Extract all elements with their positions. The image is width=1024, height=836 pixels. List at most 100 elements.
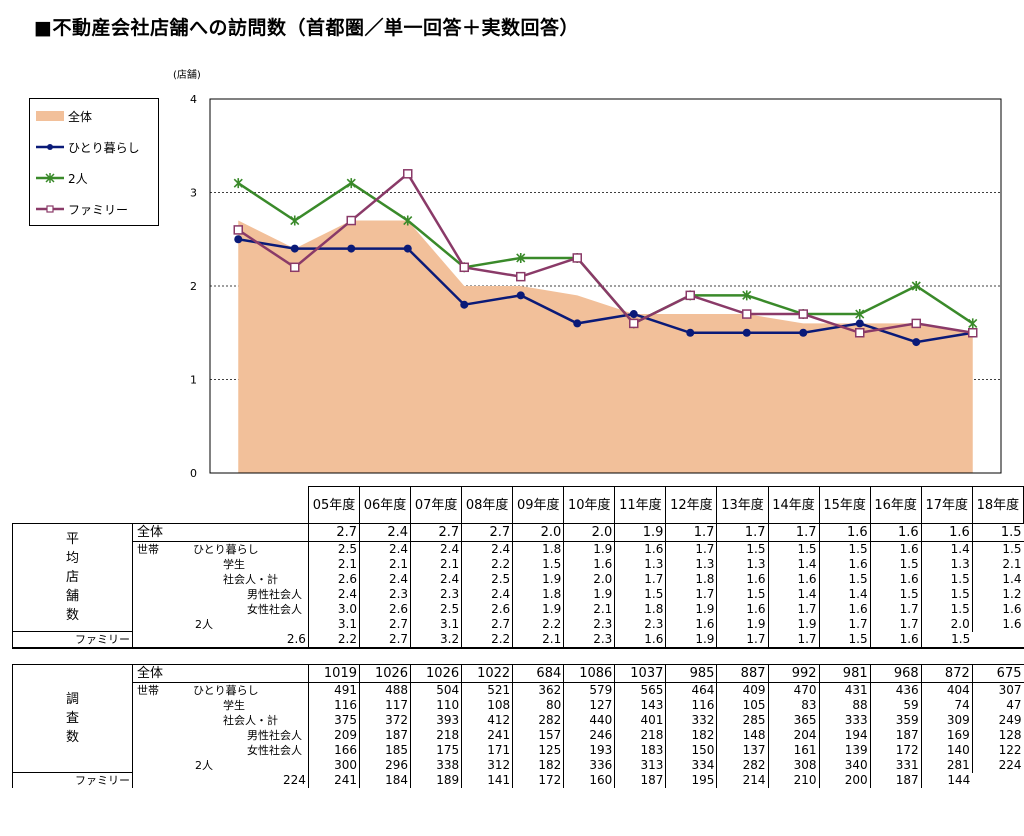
blank-cell — [133, 487, 309, 524]
table-cell: 282 — [716, 757, 768, 773]
point-couple — [968, 318, 978, 329]
row-label: 2人 — [132, 616, 309, 632]
table-cell: 1.6 — [869, 631, 922, 648]
year-header: 10年度 — [563, 486, 616, 524]
table-cell: 409 — [716, 682, 768, 698]
point-family — [290, 262, 300, 273]
point-family — [798, 309, 808, 319]
table-cell: 175 — [410, 742, 462, 758]
legend-item-couple: 2人 — [36, 169, 88, 187]
table-cell: 579 — [563, 682, 615, 698]
table-cell: 1.7 — [665, 541, 717, 557]
section-char: 舗 — [65, 589, 79, 604]
table-cell: 187 — [869, 727, 922, 743]
point-single — [516, 291, 525, 300]
table-cell: 1.6 — [563, 556, 615, 572]
table-cell: 128 — [971, 727, 1024, 743]
section-char: 平 — [65, 532, 79, 547]
table-row: 構成別学生2.12.12.12.21.51.61.31.31.31.41.61.… — [13, 556, 1024, 572]
table-cell: 204 — [767, 727, 820, 743]
row-label-text: 学生 — [223, 698, 245, 712]
table-cell: 148 — [716, 727, 768, 743]
table-cell: 249 — [971, 712, 1024, 728]
table-cell: 1.9 — [563, 586, 615, 602]
row-label: 構成別学生 — [132, 556, 309, 572]
table-cell: 2.4 — [461, 541, 513, 557]
legend-family-swatch — [36, 205, 64, 213]
year-header: 09年度 — [512, 486, 565, 524]
point-family — [855, 328, 865, 338]
table-cell: 1.8 — [665, 571, 717, 587]
row-label: 男性社会人 — [132, 727, 309, 743]
y-tick-label: 1 — [190, 374, 197, 387]
row-label: 世帯 ひとり暮らし — [132, 541, 309, 557]
table-cell: 1037 — [614, 664, 666, 683]
row-label-text: 学生 — [223, 557, 245, 571]
table-cell: 2.4 — [358, 571, 411, 587]
point-couple — [855, 309, 865, 320]
table-cell: 108 — [461, 697, 513, 713]
table-cell: 1.7 — [767, 631, 820, 648]
table-cell: 1.6 — [665, 616, 717, 632]
table-cell: 160 — [563, 772, 615, 788]
table-cell: 470 — [767, 682, 820, 698]
y-axis-unit: (店舗) — [173, 70, 201, 81]
point-couple — [290, 215, 300, 226]
table-cell: 150 — [665, 742, 717, 758]
year-header: 08年度 — [461, 486, 514, 524]
table-cell: 218 — [410, 727, 462, 743]
table-cell: 2.2 — [307, 631, 360, 648]
table-cell: 2.6 — [358, 601, 411, 617]
table-cell: 2.1 — [410, 556, 462, 572]
table-cell: 143 — [614, 697, 666, 713]
table-cell: 2.3 — [563, 616, 615, 632]
row-label-text: 社会人・計 — [223, 713, 278, 727]
table-cell: 985 — [665, 664, 717, 683]
section-char: 数 — [65, 730, 79, 745]
point-family — [572, 253, 582, 263]
year-header-row: 05年度 06年度 07年度 08年度 09年度 10年度 11年度 12年度 13年度 14年度… — [13, 486, 1024, 524]
table-row: 調査数全体 1019 1026 1026 1022 684 1086 1037 985 887 99… — [12, 664, 1024, 773]
table-cell: 2.3 — [358, 586, 411, 602]
table-cell: 362 — [512, 682, 564, 698]
point-family — [911, 318, 921, 329]
table-cell: 285 — [716, 712, 768, 728]
table-cell: 157 — [512, 727, 564, 743]
table-cell: 218 — [614, 727, 666, 743]
table-cell: 189 — [410, 772, 462, 788]
table-cell: 1.4 — [971, 571, 1024, 587]
table-cell: 1.7 — [818, 616, 871, 632]
table-cell: 116 — [307, 697, 360, 713]
year-header: 05年度 — [307, 486, 361, 524]
table-cell: 125 — [512, 742, 564, 758]
table-cell: 2.7 — [461, 523, 513, 542]
table-cell: 88 — [818, 697, 871, 713]
table-cell: 1.9 — [767, 616, 820, 632]
table-cell: 224 — [132, 772, 309, 788]
table-cell: 1.7 — [716, 523, 768, 542]
table-cell: 1.3 — [665, 556, 717, 572]
point-single — [742, 328, 751, 337]
point-family — [516, 271, 526, 282]
table-cell: 981 — [818, 664, 871, 683]
group-label: 世帯 — [137, 683, 159, 697]
table-row: ファミリー 224 241 184 189 141 172 160 187 195 214 210 20… — [12, 772, 1024, 788]
table-cell: 140 — [920, 742, 973, 758]
legend-label-single: ひとり暮らし — [68, 140, 140, 155]
table-row: 2人 3.1 2.7 3.1 2.7 2.2 2.3 2.3 1.6 1.9 1.9 1.7 1.7 2.… — [13, 616, 1024, 632]
table-cell: 1.2 — [971, 586, 1024, 602]
point-single — [855, 319, 864, 328]
table-cell: 1.6 — [614, 631, 666, 648]
table-cell: 127 — [563, 697, 615, 713]
table-cell: 308 — [767, 757, 820, 773]
table-cell: 1.6 — [614, 541, 666, 557]
table-cell: 210 — [767, 772, 820, 788]
table-cell: 224 — [971, 757, 1024, 773]
table-cell: 412 — [461, 712, 513, 728]
legend-label-total: 全体 — [68, 109, 93, 124]
table-row: 世帯 ひとり暮らし 491 488 504 521 362 579 565 464 409 470 43… — [13, 682, 1024, 698]
row-label: 女性社会人 — [132, 742, 309, 758]
table-cell: 1.6 — [818, 523, 871, 542]
point-single — [234, 235, 243, 244]
section-char: 店 — [65, 570, 79, 585]
